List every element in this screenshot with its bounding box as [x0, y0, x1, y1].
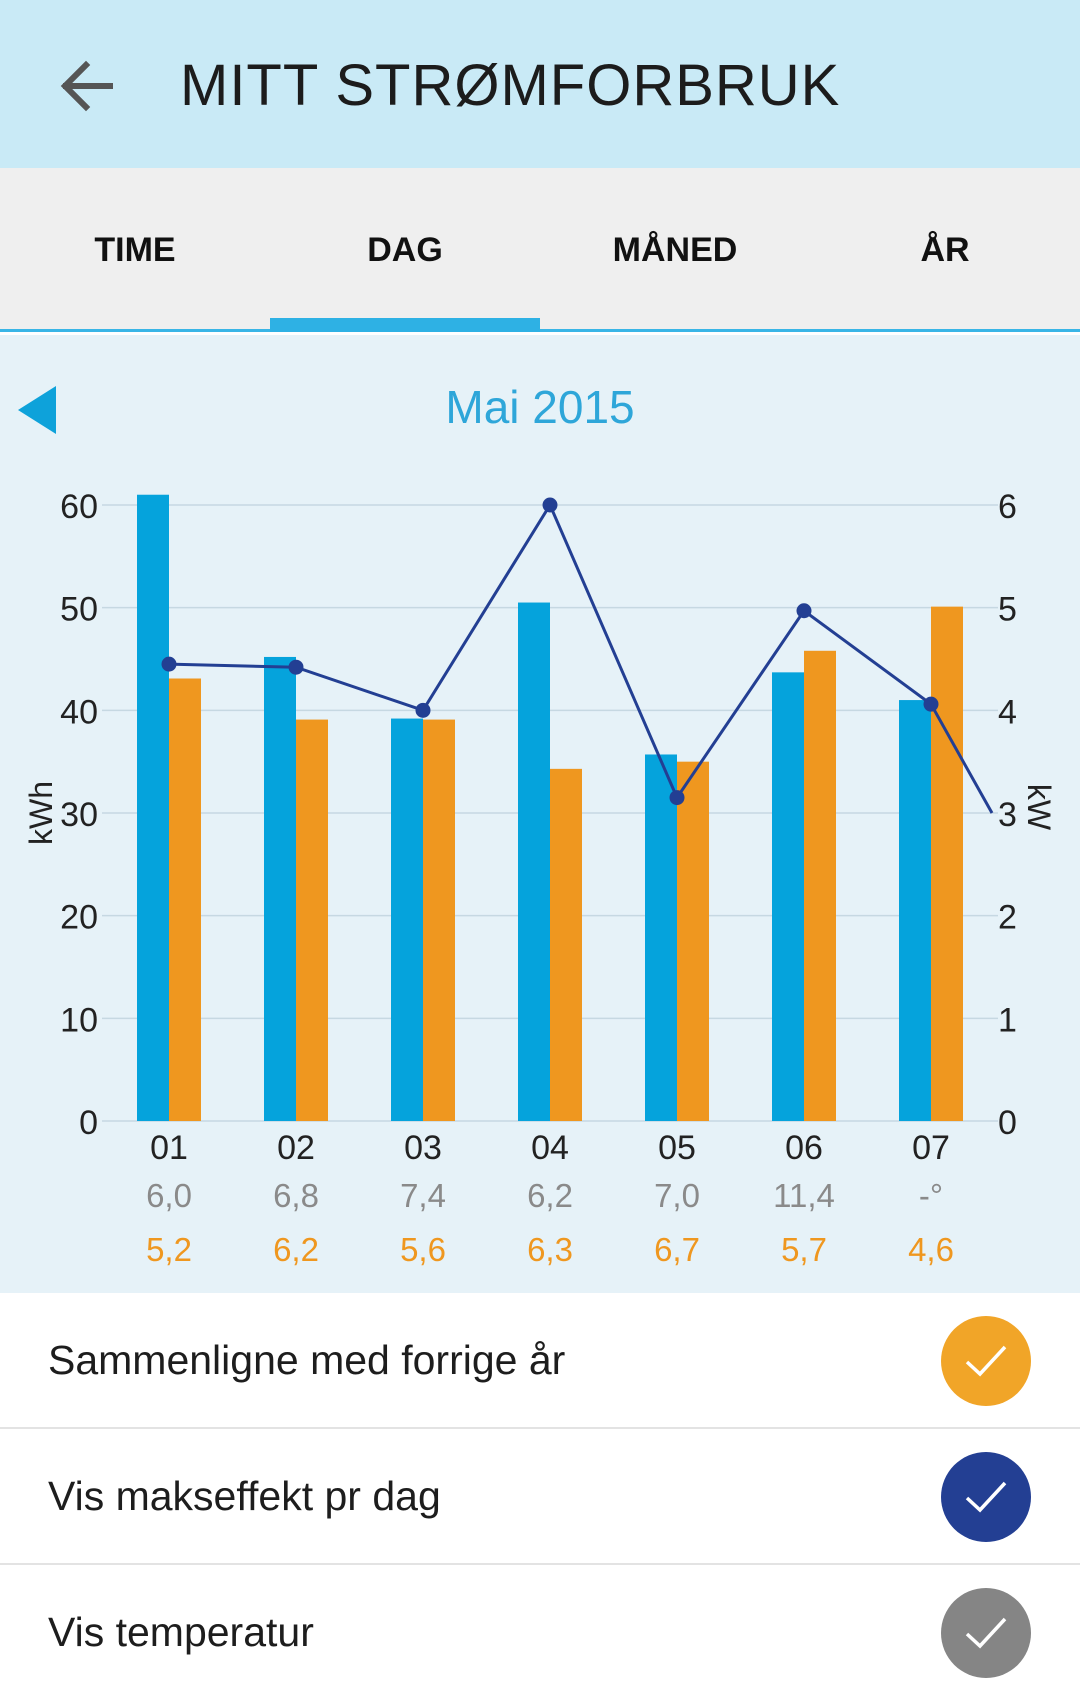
- max-power-point: [161, 656, 177, 672]
- tab-time[interactable]: TIME: [94, 230, 176, 269]
- y-tick-label: 40: [60, 693, 98, 731]
- toggle-label: Sammenligne med forrige år: [48, 1337, 566, 1383]
- bar-previous: [296, 719, 328, 1121]
- x-tick-label: 07: [912, 1129, 950, 1167]
- y2-tick-label: 2: [998, 899, 1017, 937]
- bar-previous: [169, 678, 201, 1121]
- x-tick-label: 03: [404, 1129, 442, 1167]
- period-tabs: TIME DAG MÅNED ÅR: [0, 168, 1080, 332]
- active-tab-indicator: [270, 318, 540, 332]
- compare-value: 6,2: [273, 1231, 319, 1268]
- bar-previous: [550, 768, 582, 1121]
- y-tick-label: 50: [60, 591, 98, 629]
- compare-checkbox[interactable]: [941, 1316, 1031, 1406]
- bar-previous: [423, 719, 455, 1121]
- compare-value: 5,2: [146, 1231, 192, 1268]
- compare-value: 6,7: [654, 1231, 700, 1268]
- temperature-checkbox[interactable]: [941, 1588, 1031, 1678]
- page-title: MITT STRØMFORBRUK: [180, 53, 841, 118]
- temperature-value: 11,4: [773, 1177, 835, 1214]
- compare-value: 5,7: [781, 1231, 827, 1268]
- max-power-checkbox[interactable]: [941, 1452, 1031, 1542]
- y2-tick-label: 1: [998, 1001, 1017, 1039]
- arrow-left-icon: [60, 60, 113, 112]
- bar-previous: [804, 650, 836, 1121]
- compare-value: 6,3: [527, 1231, 573, 1268]
- back-button[interactable]: [48, 48, 124, 124]
- y-tick-label: 30: [60, 796, 98, 834]
- x-tick-label: 05: [658, 1129, 696, 1167]
- x-tick-label: 02: [277, 1129, 315, 1167]
- max-power-point: [542, 497, 558, 513]
- temperature-value: 7,4: [400, 1177, 446, 1214]
- app-bar: MITT STRØMFORBRUK: [0, 0, 1080, 168]
- temperature-value: -°: [919, 1177, 943, 1214]
- bar-previous: [677, 761, 709, 1121]
- bar-current: [645, 754, 677, 1121]
- toggle-label: Vis makseffekt pr dag: [48, 1473, 441, 1519]
- bar-current: [391, 718, 423, 1121]
- y-tick-label: 0: [79, 1104, 98, 1142]
- compare-value: 5,6: [400, 1231, 446, 1268]
- compare-value: 4,6: [908, 1231, 954, 1268]
- toggle-compare-previous-year[interactable]: Sammenligne med forrige år: [0, 1293, 1080, 1429]
- y2-tick-label: 3: [998, 796, 1017, 834]
- y2-tick-label: 5: [998, 591, 1017, 629]
- tab-dag[interactable]: DAG: [367, 230, 443, 269]
- x-tick-label: 04: [531, 1129, 569, 1167]
- previous-month-button[interactable]: [16, 382, 60, 438]
- tab-ar[interactable]: ÅR: [920, 230, 970, 269]
- chart-panel: 0 10 20 30 40 50 60 0 1 2 3 4 5 6 kWh kW 01 6,0 5,2 02 6,8 6,…: [0, 335, 1080, 1293]
- temperature-value: 6,0: [146, 1177, 192, 1214]
- y-tick-label: 20: [60, 899, 98, 937]
- max-power-point: [288, 659, 304, 675]
- y2-tick-label: 0: [998, 1104, 1017, 1142]
- toggle-max-power[interactable]: Vis makseffekt pr dag: [0, 1429, 1080, 1565]
- bar-previous: [931, 606, 963, 1121]
- temperature-value: 7,0: [654, 1177, 700, 1214]
- checkmark-icon: [965, 1345, 1007, 1377]
- bar-current: [137, 494, 169, 1121]
- y2-tick-label: 6: [998, 488, 1017, 526]
- bar-current: [264, 656, 296, 1121]
- temperature-value: 6,2: [527, 1177, 573, 1214]
- max-power-line: [168, 501, 994, 814]
- max-power-point: [923, 696, 939, 712]
- bar-current: [772, 672, 804, 1121]
- x-tick-label: 06: [785, 1129, 823, 1167]
- y-tick-label: 10: [60, 1001, 98, 1039]
- bar-current: [518, 602, 550, 1121]
- toggle-temperature[interactable]: Vis temperatur: [0, 1565, 1080, 1701]
- tab-maned[interactable]: MÅNED: [612, 230, 738, 269]
- temperature-value: 6,8: [273, 1177, 319, 1214]
- x-tick-label: 01: [150, 1129, 188, 1167]
- max-power-point: [669, 790, 685, 806]
- y2-tick-label: 4: [998, 693, 1017, 731]
- y-axis-label: kWh: [23, 781, 59, 845]
- max-power-point: [415, 702, 431, 718]
- toggle-label: Vis temperatur: [48, 1609, 314, 1655]
- y2-axis-label: kW: [1021, 784, 1057, 831]
- y-tick-label: 60: [60, 488, 98, 526]
- max-power-point: [796, 603, 812, 619]
- checkmark-icon: [965, 1481, 1007, 1513]
- month-title: Mai 2015: [445, 381, 635, 433]
- checkmark-icon: [965, 1617, 1007, 1649]
- triangle-left-icon: [18, 386, 56, 434]
- bar-current: [899, 700, 931, 1121]
